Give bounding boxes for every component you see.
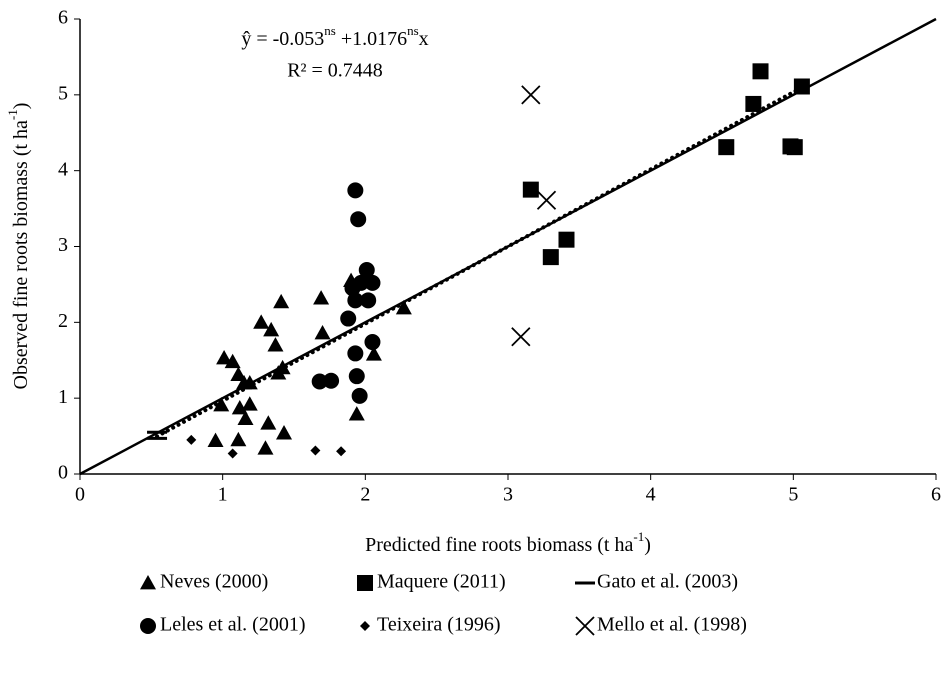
diamond-marker xyxy=(336,446,347,457)
legend-label: Teixeira (1996) xyxy=(377,614,501,636)
diamond-marker xyxy=(186,434,197,445)
legend-marker xyxy=(575,616,595,636)
square-marker xyxy=(793,78,810,95)
label-part: ) xyxy=(10,103,32,110)
circle-marker xyxy=(347,345,364,362)
triangle-marker xyxy=(257,440,274,455)
triangle-marker xyxy=(348,406,365,421)
y-tick-label: 1 xyxy=(58,386,68,408)
y-tick-label: 4 xyxy=(58,158,68,180)
y-tick-label: 0 xyxy=(58,462,68,484)
circle-marker xyxy=(323,372,340,389)
circle-marker xyxy=(348,368,365,385)
square-marker xyxy=(522,181,539,198)
y-tick-label: 6 xyxy=(58,7,68,29)
x-tick-label: 2 xyxy=(360,484,370,506)
triangle-marker xyxy=(237,410,254,426)
legend-marker xyxy=(360,621,370,631)
triangle-marker xyxy=(253,314,270,329)
square-marker xyxy=(542,249,559,266)
y-tick-label: 3 xyxy=(58,234,68,256)
legend-label: Neves (2000) xyxy=(160,571,268,593)
x-tick-label: 5 xyxy=(788,484,798,506)
superscript: -1 xyxy=(5,109,20,120)
triangle-marker xyxy=(230,431,247,447)
legend-marker xyxy=(140,618,156,634)
circle-marker xyxy=(347,182,364,199)
x-tick-label: 1 xyxy=(218,484,228,506)
triangle-marker xyxy=(313,290,330,305)
legend-label: Mello et al. (1998) xyxy=(597,614,747,636)
square-marker xyxy=(558,231,575,248)
triangle-marker xyxy=(395,299,412,315)
circle-marker xyxy=(347,292,364,309)
circle-marker xyxy=(364,334,381,351)
triangle-marker xyxy=(216,349,233,365)
cross-marker xyxy=(511,327,531,347)
superscript: ns xyxy=(324,23,336,38)
triangle-marker xyxy=(276,425,293,440)
label-part: Observed fine roots biomass (t ha xyxy=(10,120,32,390)
triangle-marker xyxy=(267,337,284,352)
triangle-marker xyxy=(207,432,224,448)
circle-marker xyxy=(340,310,357,327)
regression-line xyxy=(155,85,804,439)
one-to-one-line xyxy=(79,17,937,476)
triangle-marker xyxy=(270,365,287,380)
diamond-marker xyxy=(227,448,238,459)
legend-marker xyxy=(140,575,156,590)
legend-label: Leles et al. (2001) xyxy=(160,614,306,636)
label-part: +1.0176 xyxy=(336,28,407,50)
circle-marker xyxy=(351,387,368,404)
x-tick-label: 6 xyxy=(931,484,941,506)
y-tick-label: 2 xyxy=(58,310,68,332)
x-tick-label: 0 xyxy=(75,484,85,506)
triangle-marker xyxy=(213,396,230,412)
circle-marker xyxy=(344,280,361,297)
cross-marker xyxy=(536,190,557,210)
square-marker xyxy=(718,139,735,156)
triangle-marker xyxy=(224,353,241,369)
circle-marker xyxy=(364,274,381,291)
triangle-marker xyxy=(231,400,248,415)
circle-marker xyxy=(358,262,375,279)
label-part: ŷ = -0.053 xyxy=(241,28,324,50)
triangle-marker xyxy=(273,293,290,309)
y-axis-label: Observed fine roots biomass (t ha-1) xyxy=(5,103,31,390)
x-tick-label: 3 xyxy=(503,484,513,506)
superscript: -1 xyxy=(633,529,644,544)
label-part: ) xyxy=(644,534,651,556)
cross-marker xyxy=(521,85,541,105)
triangle-marker xyxy=(314,324,331,340)
label-part: x xyxy=(419,28,429,50)
square-marker xyxy=(786,139,803,156)
triangle-marker xyxy=(365,346,382,361)
circle-marker xyxy=(350,211,367,228)
triangle-marker xyxy=(241,396,258,411)
superscript: ns xyxy=(407,23,419,38)
x-axis-label: Predicted fine roots biomass (t ha-1) xyxy=(365,529,651,555)
triangle-marker xyxy=(241,375,258,390)
diamond-marker xyxy=(310,445,321,456)
label-part: Predicted fine roots biomass (t ha xyxy=(365,534,633,556)
legend-marker xyxy=(357,575,373,591)
square-marker xyxy=(752,63,769,80)
square-marker xyxy=(745,95,762,112)
r-squared: R² = 0.7448 xyxy=(287,60,383,82)
equation: ŷ = -0.053ns +1.0176nsx xyxy=(241,23,428,49)
legend-label: Gato et al. (2003) xyxy=(597,571,738,593)
circle-marker xyxy=(311,373,328,390)
y-tick-label: 5 xyxy=(58,82,68,104)
legend-label: Maquere (2011) xyxy=(377,571,506,593)
circle-marker xyxy=(360,292,377,309)
x-tick-label: 4 xyxy=(646,484,656,506)
triangle-marker xyxy=(263,321,280,337)
triangle-marker xyxy=(230,366,247,382)
triangle-marker xyxy=(260,415,277,430)
